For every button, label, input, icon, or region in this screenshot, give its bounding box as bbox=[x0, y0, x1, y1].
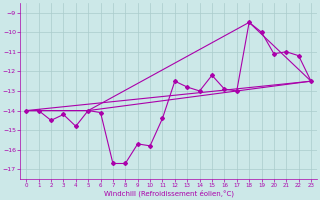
X-axis label: Windchill (Refroidissement éolien,°C): Windchill (Refroidissement éolien,°C) bbox=[104, 190, 234, 197]
